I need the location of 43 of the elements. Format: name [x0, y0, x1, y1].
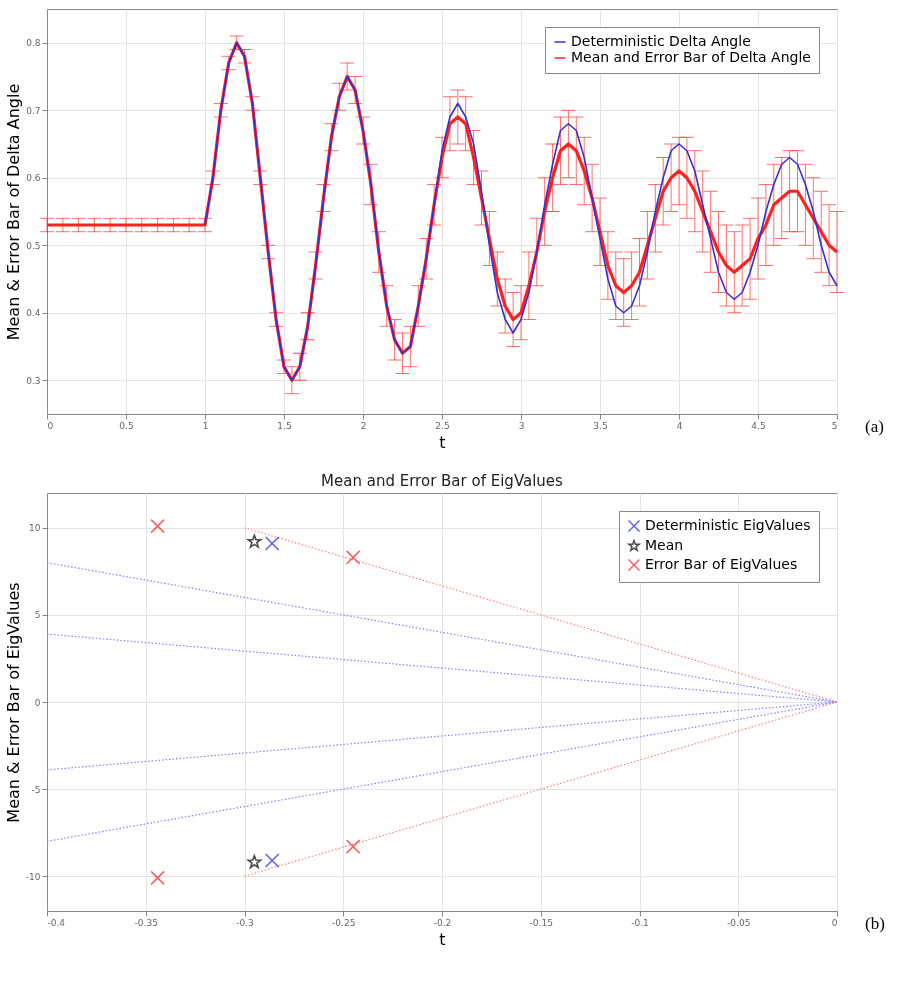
y-tick-label: 0.3 [26, 375, 41, 386]
chart-title: Mean and Error Bar of EigValues [321, 472, 564, 490]
x-axis-title: t [439, 432, 446, 452]
x-tick-label: -0.1 [631, 917, 649, 928]
legend-label: Deterministic Delta Angle [571, 33, 751, 49]
y-tick-label: 0.6 [26, 173, 41, 184]
x-tick-label: -0.15 [529, 917, 553, 928]
x-tick-label: 0 [47, 420, 54, 431]
y-tick-label: 0.4 [26, 308, 41, 319]
y-axis-title: Mean & Error Bar of EigValues [3, 582, 23, 823]
x-tick-label: 3 [518, 420, 525, 431]
x-tick-label: 3.5 [593, 420, 608, 431]
x-tick-label: 4 [676, 420, 683, 431]
legend-label: Error Bar of EigValues [645, 556, 798, 572]
x-tick-label: -0.25 [332, 917, 356, 928]
x-tick-label: -0.4 [47, 917, 66, 928]
x-tick-label: -0.05 [727, 917, 751, 928]
x-tick-label: 2 [360, 420, 367, 431]
legend-label: Mean and Error Bar of Delta Angle [571, 49, 811, 65]
y-tick-label: 0.7 [26, 105, 41, 116]
y-tick-label: -10 [25, 871, 41, 882]
x-tick-label: -0.35 [134, 917, 158, 928]
y-tick-label: 10 [29, 523, 41, 534]
x-tick-label: -0.2 [433, 917, 452, 928]
y-tick-label: 0 [34, 697, 41, 708]
legend-label: Mean [645, 537, 684, 553]
x-tick-label: 1 [202, 420, 209, 431]
y-tick-label: 0.8 [26, 38, 41, 49]
y-tick-label: 5 [34, 610, 41, 621]
x-tick-label: 2.5 [435, 420, 450, 431]
x-tick-label: -0.3 [236, 917, 254, 928]
y-axis-title: Mean & Error Bar of Delta Angle [4, 83, 24, 341]
text: (a) [865, 417, 884, 436]
x-axis-title: t [439, 929, 446, 949]
x-tick-label: 1.5 [277, 420, 292, 431]
y-tick-label: 0.5 [26, 240, 41, 251]
legend-label: Deterministic EigValues [645, 517, 811, 533]
x-tick-label: 0 [831, 917, 838, 928]
x-tick-label: 5 [831, 420, 838, 431]
text: (b) [865, 914, 885, 933]
x-tick-label: 4.5 [751, 420, 766, 431]
x-tick-label: 0.5 [119, 420, 134, 431]
y-tick-label: -5 [31, 784, 41, 795]
